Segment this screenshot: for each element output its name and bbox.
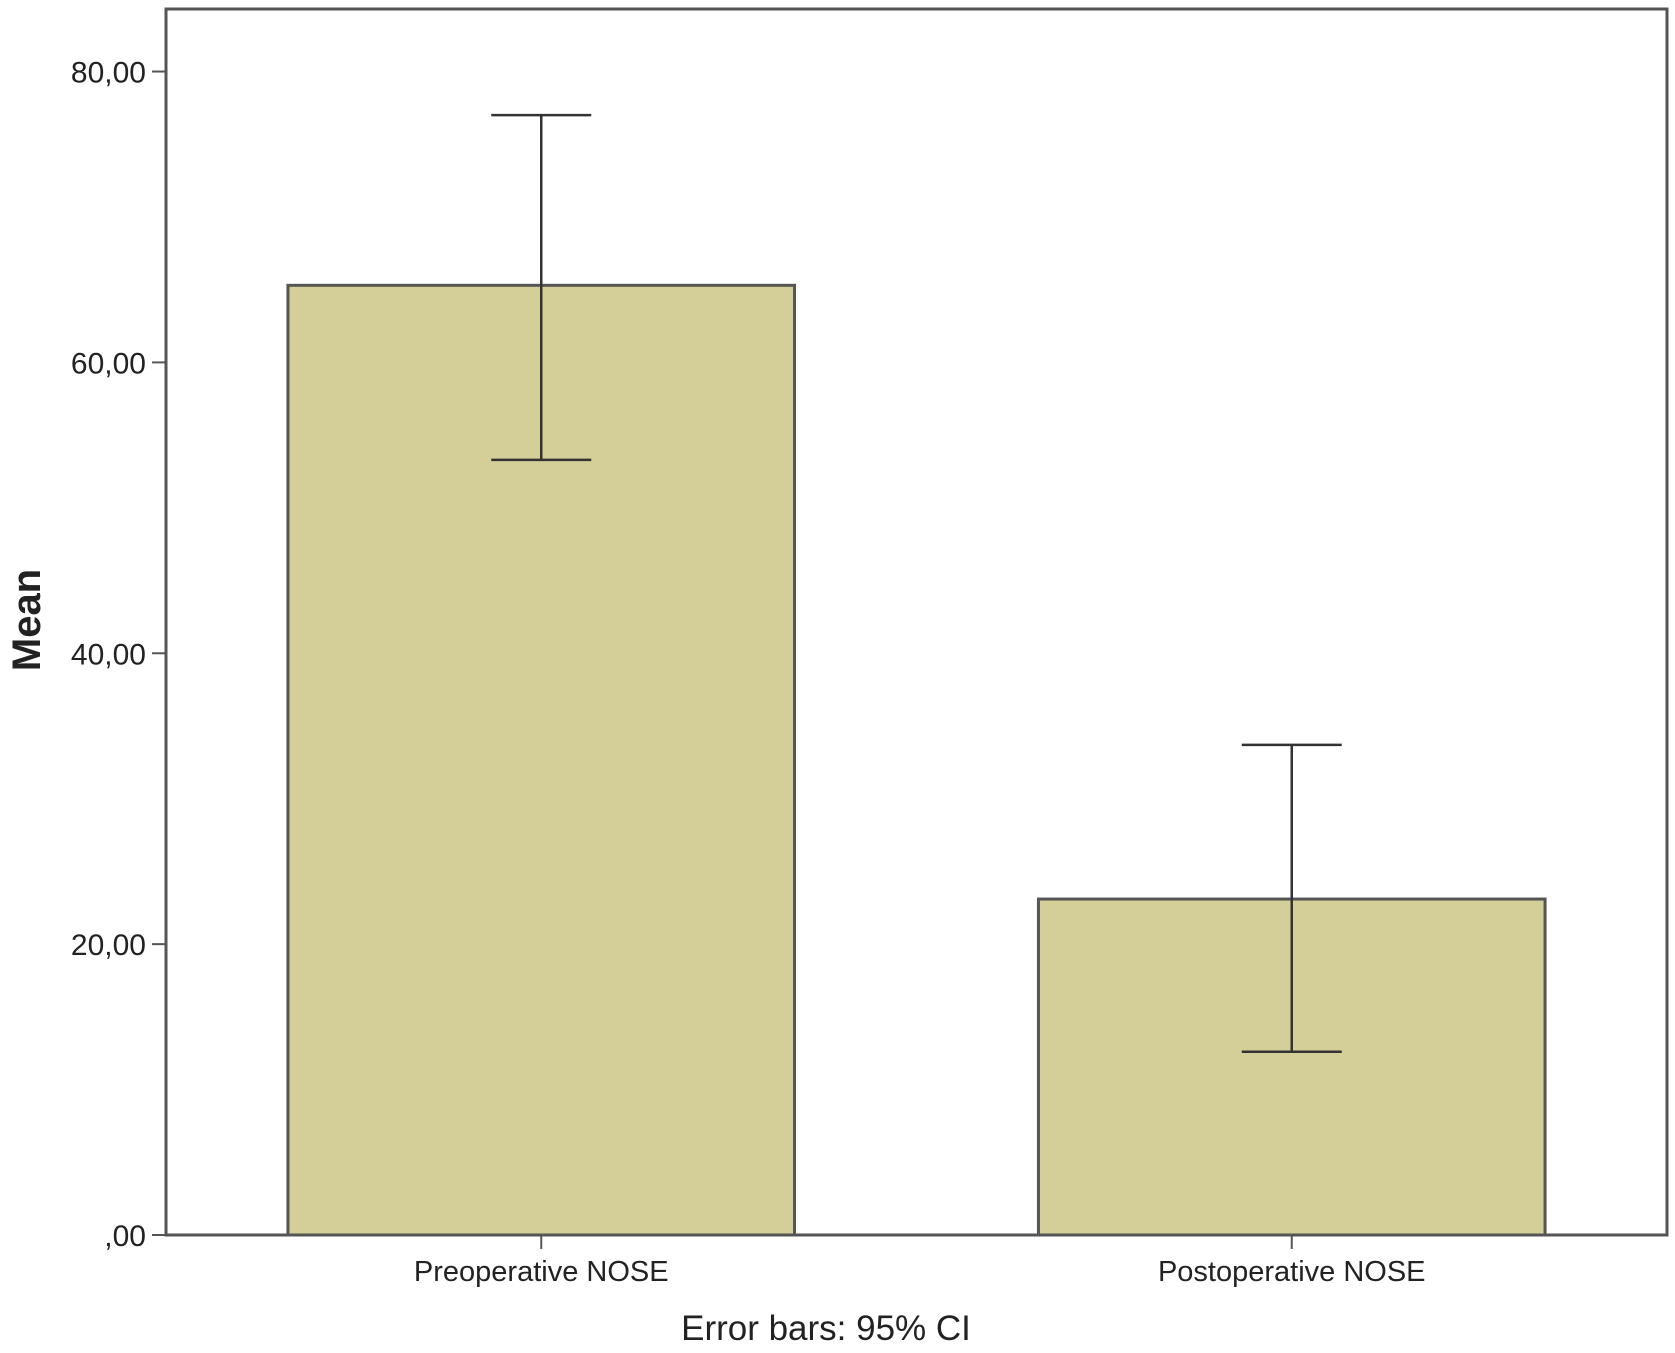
y-tick-label: ,00 xyxy=(104,1220,146,1253)
y-tick-label: 80,00 xyxy=(71,57,146,90)
bar-preoperative xyxy=(286,283,797,1237)
y-tick-label: 20,00 xyxy=(71,929,146,962)
y-tick-label: 60,00 xyxy=(71,347,146,380)
y-tick-label: 40,00 xyxy=(71,638,146,671)
error-bars-note: Error bars: 95% CI xyxy=(681,1309,971,1348)
x-axis: Preoperative NOSE Postoperative NOSE xyxy=(414,1235,1426,1288)
y-axis-label: Mean xyxy=(5,569,49,671)
error-bars xyxy=(491,113,1342,1054)
x-category-label: Preoperative NOSE xyxy=(414,1256,669,1288)
x-category-label: Postoperative NOSE xyxy=(1158,1256,1426,1288)
y-axis: ,00 20,00 40,00 60,00 80,00 xyxy=(71,57,166,1253)
bars xyxy=(286,283,1547,1237)
